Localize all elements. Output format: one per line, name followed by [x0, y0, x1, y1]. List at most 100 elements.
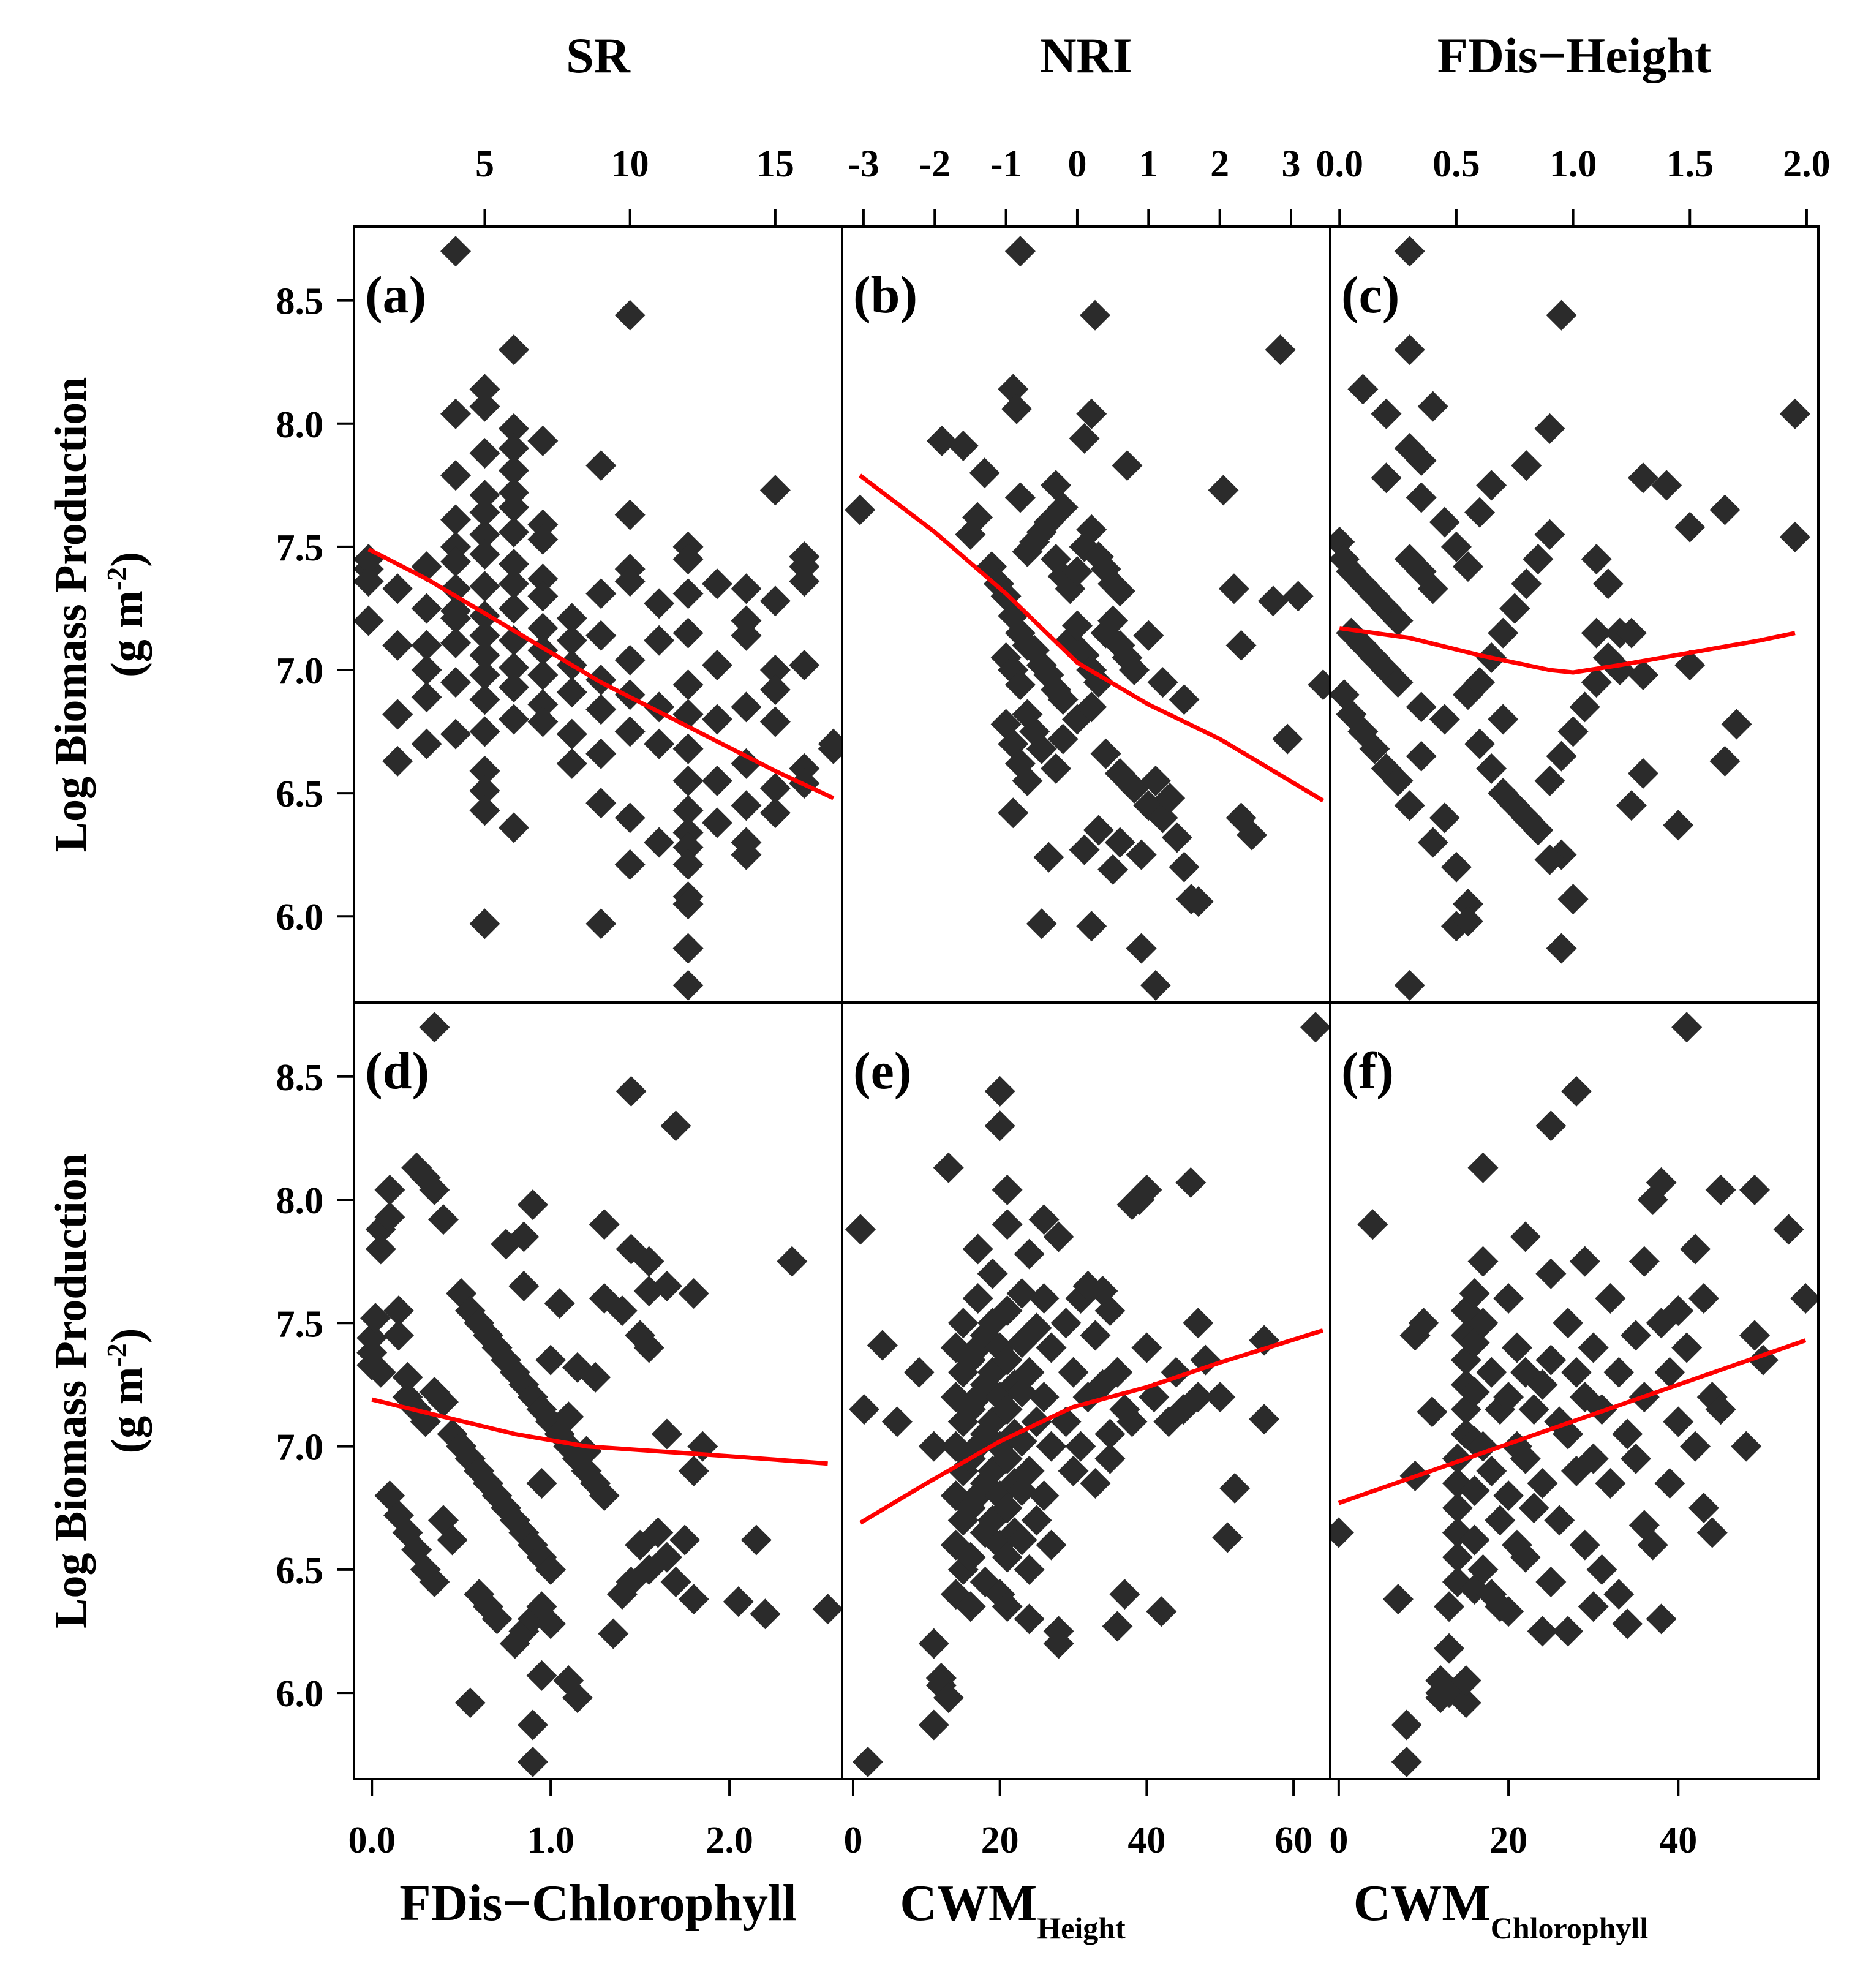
data-point — [750, 1598, 781, 1630]
x-tick-label: 2.0 — [706, 1820, 753, 1861]
x-tick-label: 20 — [981, 1820, 1019, 1861]
data-point — [469, 639, 500, 671]
data-point — [1047, 684, 1079, 715]
data-point — [848, 1394, 879, 1425]
data-point — [585, 738, 617, 769]
data-point — [469, 374, 500, 405]
data-point — [1578, 1591, 1609, 1622]
data-point — [374, 1202, 405, 1233]
data-point — [633, 1246, 664, 1277]
y-tick-label: 6.0 — [276, 1673, 324, 1715]
data-point — [498, 593, 529, 624]
data-point — [1014, 1455, 1045, 1486]
data-point — [992, 1542, 1023, 1573]
data-point — [1459, 1278, 1490, 1309]
data-point — [1359, 733, 1390, 764]
data-point — [585, 578, 617, 609]
data-point — [1518, 1493, 1549, 1524]
data-point — [1779, 398, 1810, 429]
data-point — [1452, 906, 1483, 937]
data-point — [1434, 1591, 1465, 1622]
data-point — [1534, 519, 1565, 550]
data-point — [1175, 1167, 1207, 1198]
data-point — [933, 1682, 964, 1714]
fit-line — [859, 1328, 1324, 1525]
data-point — [1076, 514, 1107, 545]
data-point — [1535, 1258, 1567, 1289]
data-point — [411, 593, 442, 624]
data-point — [1620, 1320, 1651, 1351]
data-point — [469, 497, 500, 528]
data-point — [411, 682, 442, 713]
data-point — [678, 1455, 709, 1486]
data-point — [702, 807, 733, 838]
data-point — [440, 398, 472, 429]
data-point — [1097, 854, 1129, 885]
x-tick-label: 1.5 — [1666, 143, 1714, 185]
data-point — [918, 1709, 949, 1741]
data-point — [1257, 585, 1289, 617]
data-point — [1464, 497, 1496, 528]
data-point — [437, 1524, 468, 1556]
data-point — [1249, 1404, 1280, 1435]
data-point — [1026, 908, 1057, 939]
data-point — [1169, 684, 1200, 715]
data-point — [1731, 1431, 1762, 1462]
data-point — [1069, 423, 1100, 454]
data-point — [740, 1524, 772, 1556]
y-tick-label: 7.0 — [276, 650, 324, 692]
data-point — [1219, 1473, 1251, 1504]
data-point — [1282, 581, 1314, 612]
data-point — [933, 1152, 964, 1183]
panel-label: (d) — [365, 1041, 429, 1100]
data-point — [440, 667, 472, 698]
data-point — [1569, 691, 1600, 723]
data-point — [535, 1608, 567, 1640]
data-point — [660, 1566, 691, 1597]
data-point — [498, 516, 529, 548]
data-point — [1080, 299, 1111, 331]
y-tick-label: 6.5 — [276, 774, 324, 815]
data-point — [469, 519, 500, 550]
data-point — [469, 391, 500, 422]
data-point — [977, 1258, 1008, 1289]
data-point — [1382, 766, 1414, 796]
data-point — [947, 1308, 979, 1339]
data-point — [1627, 758, 1658, 789]
data-point — [585, 694, 617, 725]
data-point — [992, 1591, 1023, 1622]
data-point — [1476, 753, 1507, 784]
x-tick-label: 40 — [1659, 1820, 1697, 1861]
data-point — [1146, 1596, 1177, 1627]
data-point — [1628, 1246, 1660, 1277]
x-tick-label: 5 — [475, 143, 494, 185]
data-point — [1126, 839, 1157, 870]
data-point — [1183, 1382, 1214, 1413]
x-axis-title-main: CWM — [900, 1875, 1037, 1932]
data-point — [651, 1542, 682, 1573]
data-point — [1357, 1209, 1388, 1240]
data-point — [926, 425, 957, 456]
data-point — [365, 1233, 396, 1265]
data-point — [1560, 1357, 1592, 1388]
data-point — [918, 1431, 949, 1462]
data-point — [1773, 1214, 1804, 1245]
x-axis-title: FDis−Chlorophyll — [399, 1875, 796, 1932]
data-point — [1523, 544, 1554, 574]
data-point — [845, 1214, 876, 1245]
data-point — [517, 1709, 548, 1741]
data-point — [1646, 1167, 1677, 1198]
panel-label: (a) — [365, 265, 426, 324]
data-point — [789, 566, 820, 597]
data-point — [614, 499, 646, 530]
data-point — [354, 605, 384, 636]
data-point — [1511, 568, 1542, 600]
data-point — [1406, 482, 1437, 513]
data-point — [1557, 884, 1589, 915]
data-point — [427, 1387, 459, 1418]
x-tick-label: 1.0 — [1549, 143, 1597, 185]
data-point — [527, 706, 559, 737]
data-point — [498, 413, 529, 444]
data-point — [1603, 1357, 1635, 1388]
data-point — [1651, 470, 1682, 501]
